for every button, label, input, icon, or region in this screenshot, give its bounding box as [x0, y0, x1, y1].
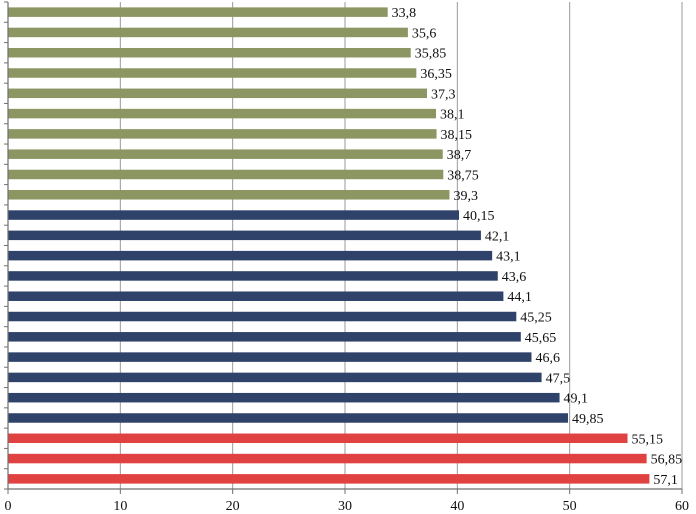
data-label: 43,6: [502, 270, 526, 285]
bar: [8, 332, 521, 342]
bar: [8, 190, 450, 200]
x-tick-label: 0: [5, 499, 12, 514]
bar: [8, 271, 498, 281]
data-label: 35,85: [415, 47, 447, 62]
bar: [8, 392, 560, 403]
x-tick-labels: 0 10 20 30 40 50 60: [5, 499, 690, 514]
data-label: 39,3: [453, 189, 478, 204]
bar: [8, 372, 542, 383]
data-label: 55,15: [632, 432, 664, 447]
data-label: 46,6: [535, 351, 560, 366]
bars: [8, 7, 650, 484]
data-labels: 33,8 35,6 35,85 36,35 37,3 38,1 38,15 38,7 38,75…: [392, 6, 682, 488]
bar: [8, 129, 437, 139]
bar: [8, 47, 411, 58]
data-label: 33,8: [392, 6, 417, 21]
data-label: 42,1: [485, 229, 510, 244]
bar: [8, 68, 417, 78]
bar: [8, 7, 388, 17]
data-label: 45,25: [520, 311, 552, 326]
bar: [8, 149, 443, 159]
data-label: 49,1: [564, 392, 589, 407]
data-label: 44,1: [507, 290, 532, 305]
bar: [8, 88, 428, 99]
bar: [8, 352, 532, 362]
bar: [8, 230, 481, 241]
data-label: 45,65: [525, 331, 557, 346]
bar: [8, 311, 517, 322]
bar: [8, 27, 408, 38]
data-label: 47,5: [546, 371, 571, 386]
x-tick-label: 10: [113, 499, 127, 514]
bar: [8, 453, 647, 464]
bar: [8, 291, 504, 301]
data-label: 38,15: [441, 128, 473, 143]
bar: [8, 108, 436, 119]
x-tick-label: 60: [675, 499, 689, 514]
bar: [8, 474, 650, 484]
bar: [8, 169, 444, 180]
x-tick-label: 40: [450, 499, 464, 514]
axes: [4, 1, 683, 494]
bar: [8, 210, 460, 220]
x-tick-label: 50: [563, 499, 577, 514]
data-label: 49,85: [572, 412, 604, 427]
x-tick-label: 20: [226, 499, 240, 514]
data-label: 36,35: [420, 67, 452, 82]
x-tick-label: 30: [338, 499, 352, 514]
data-label: 35,6: [412, 26, 437, 41]
data-label: 43,1: [496, 250, 521, 265]
data-label: 38,7: [447, 148, 472, 163]
bar: [8, 250, 493, 261]
data-label: 37,3: [431, 87, 456, 102]
data-label: 57,1: [653, 473, 678, 488]
bar: [8, 413, 568, 423]
gridlines: [119, 2, 683, 489]
data-label: 40,15: [463, 209, 495, 224]
data-label: 38,75: [447, 168, 479, 183]
data-label: 56,85: [651, 453, 683, 468]
bar: [8, 433, 628, 444]
data-label: 38,1: [440, 108, 465, 123]
